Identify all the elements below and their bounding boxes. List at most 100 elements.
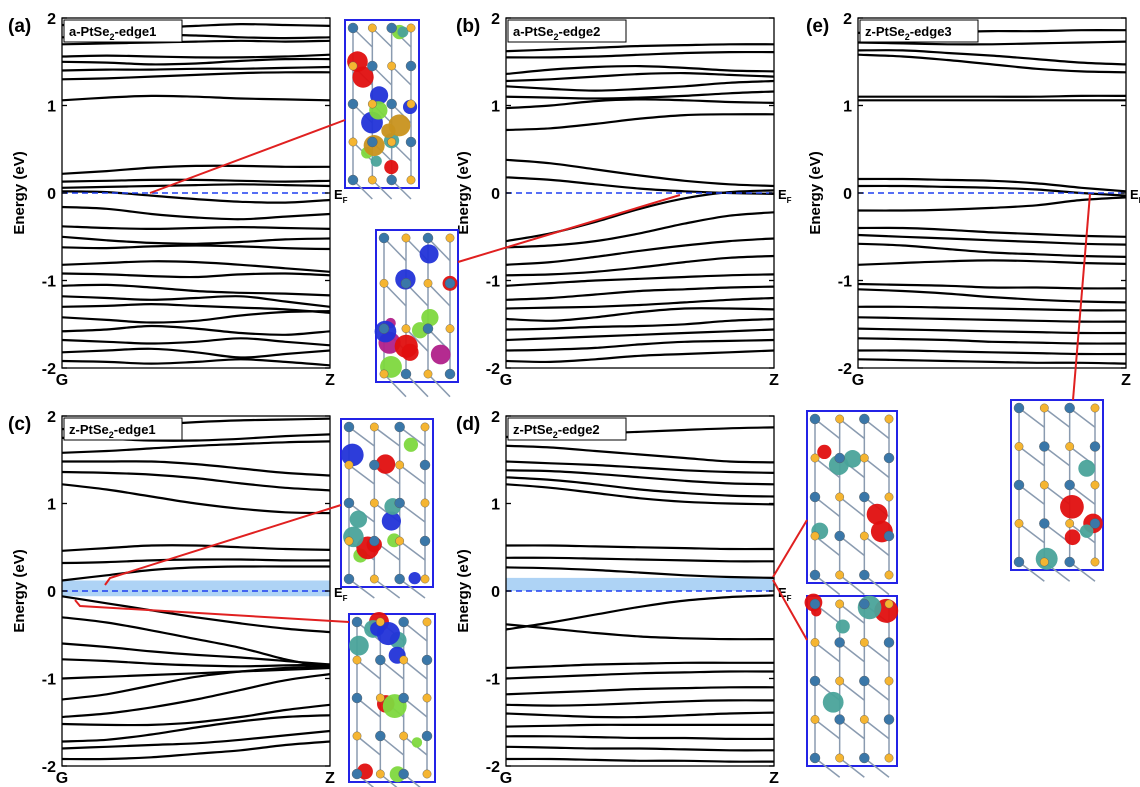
band-line — [505, 237, 775, 266]
band-line — [505, 43, 775, 53]
se-atom — [375, 769, 385, 779]
bond — [839, 418, 865, 440]
bond — [839, 718, 865, 740]
charge-lobe — [419, 244, 439, 264]
se-atom — [1039, 403, 1049, 413]
pt-atom — [375, 730, 386, 742]
panel-title-box — [63, 417, 183, 441]
charge-lobe — [341, 443, 364, 467]
bond — [814, 641, 841, 663]
charge-lobe — [403, 437, 419, 452]
charge-lobe — [421, 309, 439, 327]
pt-atom — [809, 752, 821, 764]
se-atom — [369, 574, 379, 584]
band-line — [857, 358, 1127, 365]
x-tick-label-Z: Z — [1121, 372, 1131, 389]
band-line — [61, 57, 331, 66]
band-line — [505, 670, 775, 680]
se-atom — [445, 233, 455, 243]
pt-atom — [378, 232, 390, 244]
se-atom — [835, 599, 845, 609]
panel-tag: (a) — [8, 16, 31, 37]
x-tick-label-Z: Z — [769, 770, 779, 787]
pt-atom — [883, 714, 895, 725]
band-line — [505, 699, 775, 707]
band-line — [61, 53, 331, 59]
pt-atom — [398, 616, 409, 628]
se-atom — [406, 23, 416, 33]
pt-atom — [351, 616, 363, 628]
panel-tag: (c) — [8, 414, 31, 435]
bond — [399, 464, 426, 485]
se-atom — [422, 693, 432, 703]
se-atom — [1039, 557, 1049, 567]
y-tick-label: -2 — [838, 361, 852, 378]
connector-d-bottom — [772, 579, 808, 641]
bond — [427, 282, 451, 307]
band-line — [505, 317, 775, 331]
bond — [839, 496, 865, 518]
band-line — [505, 90, 775, 100]
panel-title: z-PtSe2-edge2 — [513, 422, 600, 440]
bond — [863, 641, 890, 663]
se-atom — [352, 731, 362, 741]
band-line — [61, 244, 331, 251]
y-tick-label: 1 — [843, 99, 852, 116]
inset-d-bottom — [804, 593, 899, 778]
se-atom — [810, 531, 820, 541]
pt-atom — [398, 692, 409, 704]
panel-title: z-PtSe2-edge1 — [69, 422, 156, 440]
band-line — [61, 272, 331, 279]
pt-atom — [394, 497, 405, 509]
band-line — [61, 358, 331, 367]
y-tick-label: 1 — [491, 497, 500, 514]
se-atom — [406, 175, 416, 185]
bond — [863, 457, 890, 479]
pt-atom — [883, 452, 895, 464]
band-line — [61, 740, 331, 761]
panel-title-box — [507, 19, 627, 43]
pt-atom — [422, 323, 434, 334]
band-line — [505, 556, 775, 563]
bond — [1018, 407, 1045, 428]
fermi-label: EF — [1130, 187, 1140, 205]
se-atom — [884, 492, 894, 502]
se-atom — [835, 570, 845, 580]
connector-c-top — [104, 504, 342, 586]
bond — [814, 496, 841, 518]
charge-lobe — [1064, 529, 1081, 546]
se-atom — [348, 61, 358, 71]
band-gap-region — [506, 577, 774, 591]
bond — [356, 735, 381, 756]
se-atom — [369, 422, 379, 432]
x-tick-label-Z: Z — [769, 372, 779, 389]
y-tick-label: -1 — [42, 274, 56, 291]
panel-e: -2 -1 0 1 2 G Z Energy (eV) (e) z-PtSe2-edge3 EF — [806, 11, 1140, 389]
charge-lobe — [411, 737, 423, 748]
se-atom — [1090, 480, 1100, 490]
pt-atom — [343, 497, 355, 509]
band-line — [61, 178, 331, 183]
bond — [348, 426, 375, 447]
bond — [399, 502, 426, 523]
band-line — [61, 39, 331, 46]
bond — [839, 574, 865, 596]
band-line — [61, 460, 331, 477]
band-line — [857, 226, 1127, 238]
se-atom — [1014, 519, 1024, 528]
bond — [814, 418, 841, 440]
pt-atom — [859, 569, 870, 581]
y-tick-label: -1 — [486, 274, 500, 291]
panel-title: z-PtSe2-edge3 — [865, 24, 952, 42]
band-line — [857, 288, 1127, 304]
pt-atom — [398, 768, 409, 780]
se-atom — [884, 599, 894, 609]
bond — [1018, 522, 1045, 544]
bond — [383, 373, 407, 398]
bond — [1018, 445, 1045, 467]
band-line — [505, 594, 775, 631]
band-line — [61, 94, 331, 102]
y-tick-label: 1 — [47, 497, 56, 514]
pt-atom — [351, 692, 363, 704]
pt-atom — [369, 459, 380, 471]
